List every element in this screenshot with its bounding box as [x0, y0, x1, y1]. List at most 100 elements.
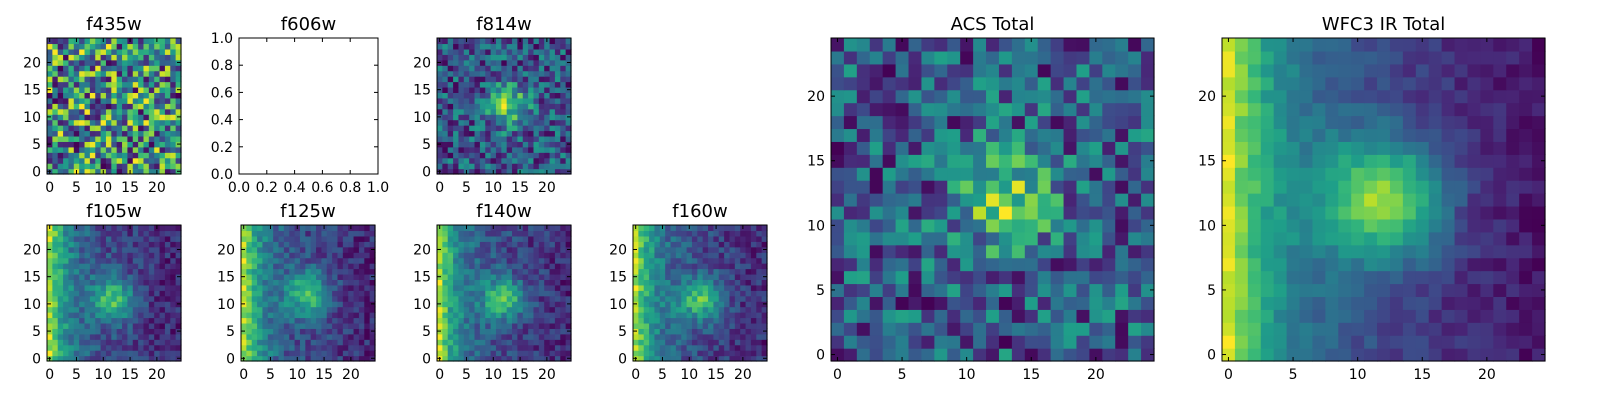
heatmap-cell — [342, 290, 349, 297]
heatmap-cell — [538, 54, 545, 61]
heatmap-cell — [95, 54, 102, 61]
heatmap-cell — [947, 231, 961, 246]
heatmap-cell — [299, 230, 306, 237]
heatmap-cell — [565, 241, 572, 248]
heatmap-cell — [342, 339, 349, 346]
heatmap-cell — [458, 119, 465, 126]
heatmap-cell — [469, 48, 476, 55]
heatmap-cell — [517, 108, 524, 115]
heatmap-cell — [921, 38, 935, 52]
heatmap-cell — [453, 65, 460, 72]
heatmap-cell — [369, 290, 376, 297]
heatmap-cell — [148, 86, 155, 93]
heatmap-cell — [934, 309, 948, 323]
heatmap-cell — [1415, 283, 1430, 297]
heatmap-cell — [47, 339, 53, 346]
heatmap-cell — [643, 284, 650, 291]
heatmap-cell — [463, 252, 470, 259]
heatmap-cell — [143, 135, 150, 142]
heatmap-cell — [708, 317, 714, 324]
heatmap-cell — [554, 135, 561, 142]
heatmap-cell — [495, 146, 502, 153]
heatmap-cell — [659, 241, 666, 248]
heatmap-cell — [998, 128, 1013, 142]
heatmap-cell — [474, 92, 481, 99]
heatmap-cell — [691, 290, 698, 297]
heatmap-cell — [831, 115, 845, 130]
heatmap-cell — [1102, 348, 1116, 362]
heatmap-cell — [294, 344, 301, 351]
heatmap-cell — [908, 76, 923, 91]
heatmap-cell — [1128, 296, 1142, 310]
heatmap-cell — [294, 230, 301, 237]
heatmap-cell — [654, 301, 661, 308]
heatmap-cell — [560, 130, 567, 137]
heatmap-cell — [1128, 167, 1142, 181]
heatmap-cell — [267, 333, 274, 340]
heatmap-cell — [1128, 335, 1142, 349]
heatmap-cell — [1441, 205, 1456, 220]
heatmap-cell — [1076, 348, 1090, 362]
heatmap-cell — [549, 38, 556, 45]
heatmap-cell — [708, 301, 714, 308]
heatmap-cell — [654, 268, 661, 275]
heatmap-cell — [947, 76, 961, 91]
heatmap-cell — [1286, 257, 1301, 272]
heatmap-cell — [1115, 102, 1129, 117]
heatmap-cell — [517, 306, 524, 313]
heatmap-cell — [89, 163, 96, 170]
heatmap-cell — [533, 235, 540, 242]
heatmap-cell — [1338, 322, 1352, 336]
heatmap-cell — [973, 180, 987, 194]
heatmap-cell — [453, 54, 460, 61]
heatmap-cell — [321, 230, 328, 237]
heatmap-cell — [659, 273, 666, 280]
heatmap-cell — [148, 48, 155, 55]
heatmap-cell — [947, 115, 961, 130]
heatmap-cell — [175, 48, 182, 55]
heatmap-cell — [522, 295, 529, 302]
heatmap-cell — [691, 312, 698, 319]
heatmap-cell — [675, 273, 682, 280]
heatmap-cell — [506, 350, 513, 357]
heatmap-cell — [538, 252, 545, 259]
heatmap-cell — [164, 344, 171, 351]
heatmap-cell — [506, 48, 513, 55]
heatmap-cell — [479, 59, 486, 66]
heatmap-cell — [57, 312, 64, 319]
heatmap-cell — [127, 344, 134, 351]
heatmap-cell — [321, 306, 328, 313]
heatmap-cell — [533, 108, 540, 115]
heatmap-cell — [1519, 335, 1533, 349]
heatmap-cell — [305, 295, 312, 302]
heatmap-cell — [122, 333, 128, 340]
heatmap-cell — [68, 257, 75, 264]
heatmap-cell — [479, 65, 486, 72]
heatmap-cell — [1024, 283, 1039, 297]
heatmap-cell — [170, 312, 177, 319]
heatmap-cell — [501, 290, 508, 297]
heatmap-cell — [1364, 244, 1378, 259]
heatmap-cell — [100, 81, 107, 88]
heatmap-cell — [986, 180, 1000, 194]
heatmap-cell — [528, 312, 535, 319]
heatmap-cell — [1467, 283, 1481, 297]
heatmap-cell — [490, 290, 497, 297]
heatmap-cell — [143, 141, 150, 148]
heatmap-cell — [643, 312, 650, 319]
heatmap-cell — [321, 339, 328, 346]
heatmap-cell — [895, 154, 910, 168]
heatmap-cell — [761, 290, 768, 297]
heatmap-cell — [138, 339, 145, 346]
heatmap-cell — [116, 257, 123, 264]
heatmap-cell — [148, 119, 155, 126]
x-tick-label: 20 — [538, 367, 556, 383]
y-tick-label: 20 — [23, 242, 41, 258]
heatmap-cell — [337, 263, 344, 270]
heatmap-cell — [681, 279, 688, 286]
heatmap-cell — [1389, 283, 1404, 297]
heatmap-cell — [697, 333, 704, 340]
heatmap-cell — [442, 54, 449, 61]
heatmap-cell — [544, 119, 551, 126]
heatmap-cell — [1037, 115, 1052, 130]
